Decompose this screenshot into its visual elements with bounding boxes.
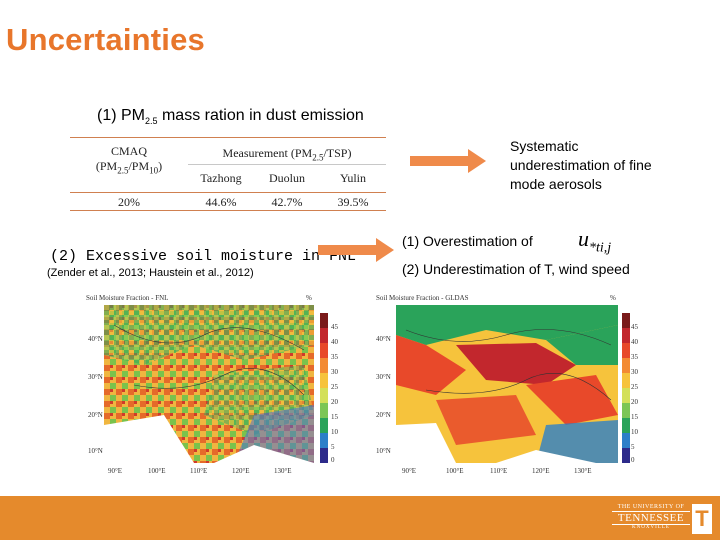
- lon-tick: 100°E: [148, 467, 166, 475]
- soil-moisture-map-fnl: Soil Moisture Fraction - FNL % 40°N 30°N…: [82, 293, 347, 483]
- slide-title: Uncertainties: [6, 22, 205, 57]
- legend-tick: 15: [631, 413, 638, 421]
- site-duolun: Duolun: [269, 171, 305, 185]
- arrow-right-icon: [318, 238, 394, 262]
- tazhong-value: 44.6%: [205, 195, 237, 209]
- lon-tick: 120°E: [232, 467, 250, 475]
- legend-tick: 0: [331, 456, 335, 464]
- legend-tick: 20: [631, 398, 638, 406]
- lat-tick: 20°N: [88, 411, 103, 419]
- lat-tick: 40°N: [376, 335, 391, 343]
- soil-moisture-map-gldas: Soil Moisture Fraction - GLDAS % 40°N 30…: [372, 293, 638, 483]
- measurement-header: Measurement (PM2.5/TSP): [222, 146, 352, 163]
- soil-moisture-citation: (Zender et al., 2013; Haustein et al., 2…: [47, 267, 254, 279]
- legend-tick: 30: [331, 368, 338, 376]
- lon-tick: 110°E: [490, 467, 508, 475]
- legend-tick: 25: [631, 383, 638, 391]
- map-unit: %: [610, 294, 616, 302]
- lat-tick: 40°N: [88, 335, 103, 343]
- lon-tick: 90°E: [108, 467, 123, 475]
- lon-tick: 110°E: [190, 467, 208, 475]
- legend-tick: 0: [631, 456, 635, 464]
- legend-tick: 30: [631, 368, 638, 376]
- lon-tick: 130°E: [274, 467, 292, 475]
- university-logo: THE UNIVERSITY OF TENNESSEE KNOXVILLE T: [612, 504, 712, 534]
- map-title: Soil Moisture Fraction - FNL: [86, 294, 169, 302]
- lat-tick: 30°N: [88, 373, 103, 381]
- legend-tick: 45: [631, 323, 638, 331]
- pm25-ratio-heading: (1) PM2.5 mass ration in dust emission: [97, 107, 364, 127]
- legend-tick: 35: [631, 353, 638, 361]
- legend-tick: 5: [331, 443, 335, 451]
- footer-bar: [0, 496, 720, 540]
- lon-tick: 120°E: [532, 467, 550, 475]
- yulin-value: 39.5%: [337, 195, 369, 209]
- map-title: Soil Moisture Fraction - GLDAS: [376, 294, 469, 302]
- legend-tick: 35: [331, 353, 338, 361]
- legend-tick: 5: [631, 443, 635, 451]
- fnl-map-field: [104, 305, 314, 463]
- friction-velocity-symbol: u*ti,j: [578, 226, 612, 256]
- soil-moisture-heading: (2) Excessive soil moisture in FNL: [50, 248, 357, 265]
- map-unit: %: [306, 294, 312, 302]
- pm-ratio-table: CMAQ (PM2.5/PM10) Measurement (PM2.5/TSP…: [70, 137, 386, 211]
- lon-tick: 90°E: [402, 467, 417, 475]
- overestimation-text: (1) Overestimation of: [402, 233, 533, 249]
- legend-tick: 40: [631, 338, 638, 346]
- colorbar: [320, 313, 328, 463]
- lat-tick: 10°N: [88, 447, 103, 455]
- cmaq-value: 20%: [118, 195, 140, 209]
- underestimation-text: (2) Underestimation of T, wind speed: [402, 261, 630, 277]
- lon-tick: 100°E: [446, 467, 464, 475]
- legend-tick: 25: [331, 383, 338, 391]
- arrow-right-icon: [410, 149, 486, 173]
- lat-tick: 20°N: [376, 411, 391, 419]
- legend-tick: 40: [331, 338, 338, 346]
- ut-t-mark: T: [692, 504, 712, 534]
- legend-tick: 20: [331, 398, 338, 406]
- duolun-value: 42.7%: [271, 195, 303, 209]
- lat-tick: 10°N: [376, 447, 391, 455]
- legend-tick: 10: [331, 428, 338, 436]
- colorbar: [622, 313, 630, 463]
- legend-tick: 45: [331, 323, 338, 331]
- lon-tick: 130°E: [574, 467, 592, 475]
- lat-tick: 30°N: [376, 373, 391, 381]
- gldas-map-field: [396, 305, 618, 463]
- site-tazhong: Tazhong: [200, 171, 242, 185]
- legend-tick: 10: [631, 428, 638, 436]
- site-yulin: Yulin: [339, 171, 366, 185]
- cmaq-header: CMAQ (PM2.5/PM10): [95, 144, 163, 176]
- legend-tick: 15: [331, 413, 338, 421]
- conclusion-text: Systematic underestimation of fine mode …: [510, 138, 652, 192]
